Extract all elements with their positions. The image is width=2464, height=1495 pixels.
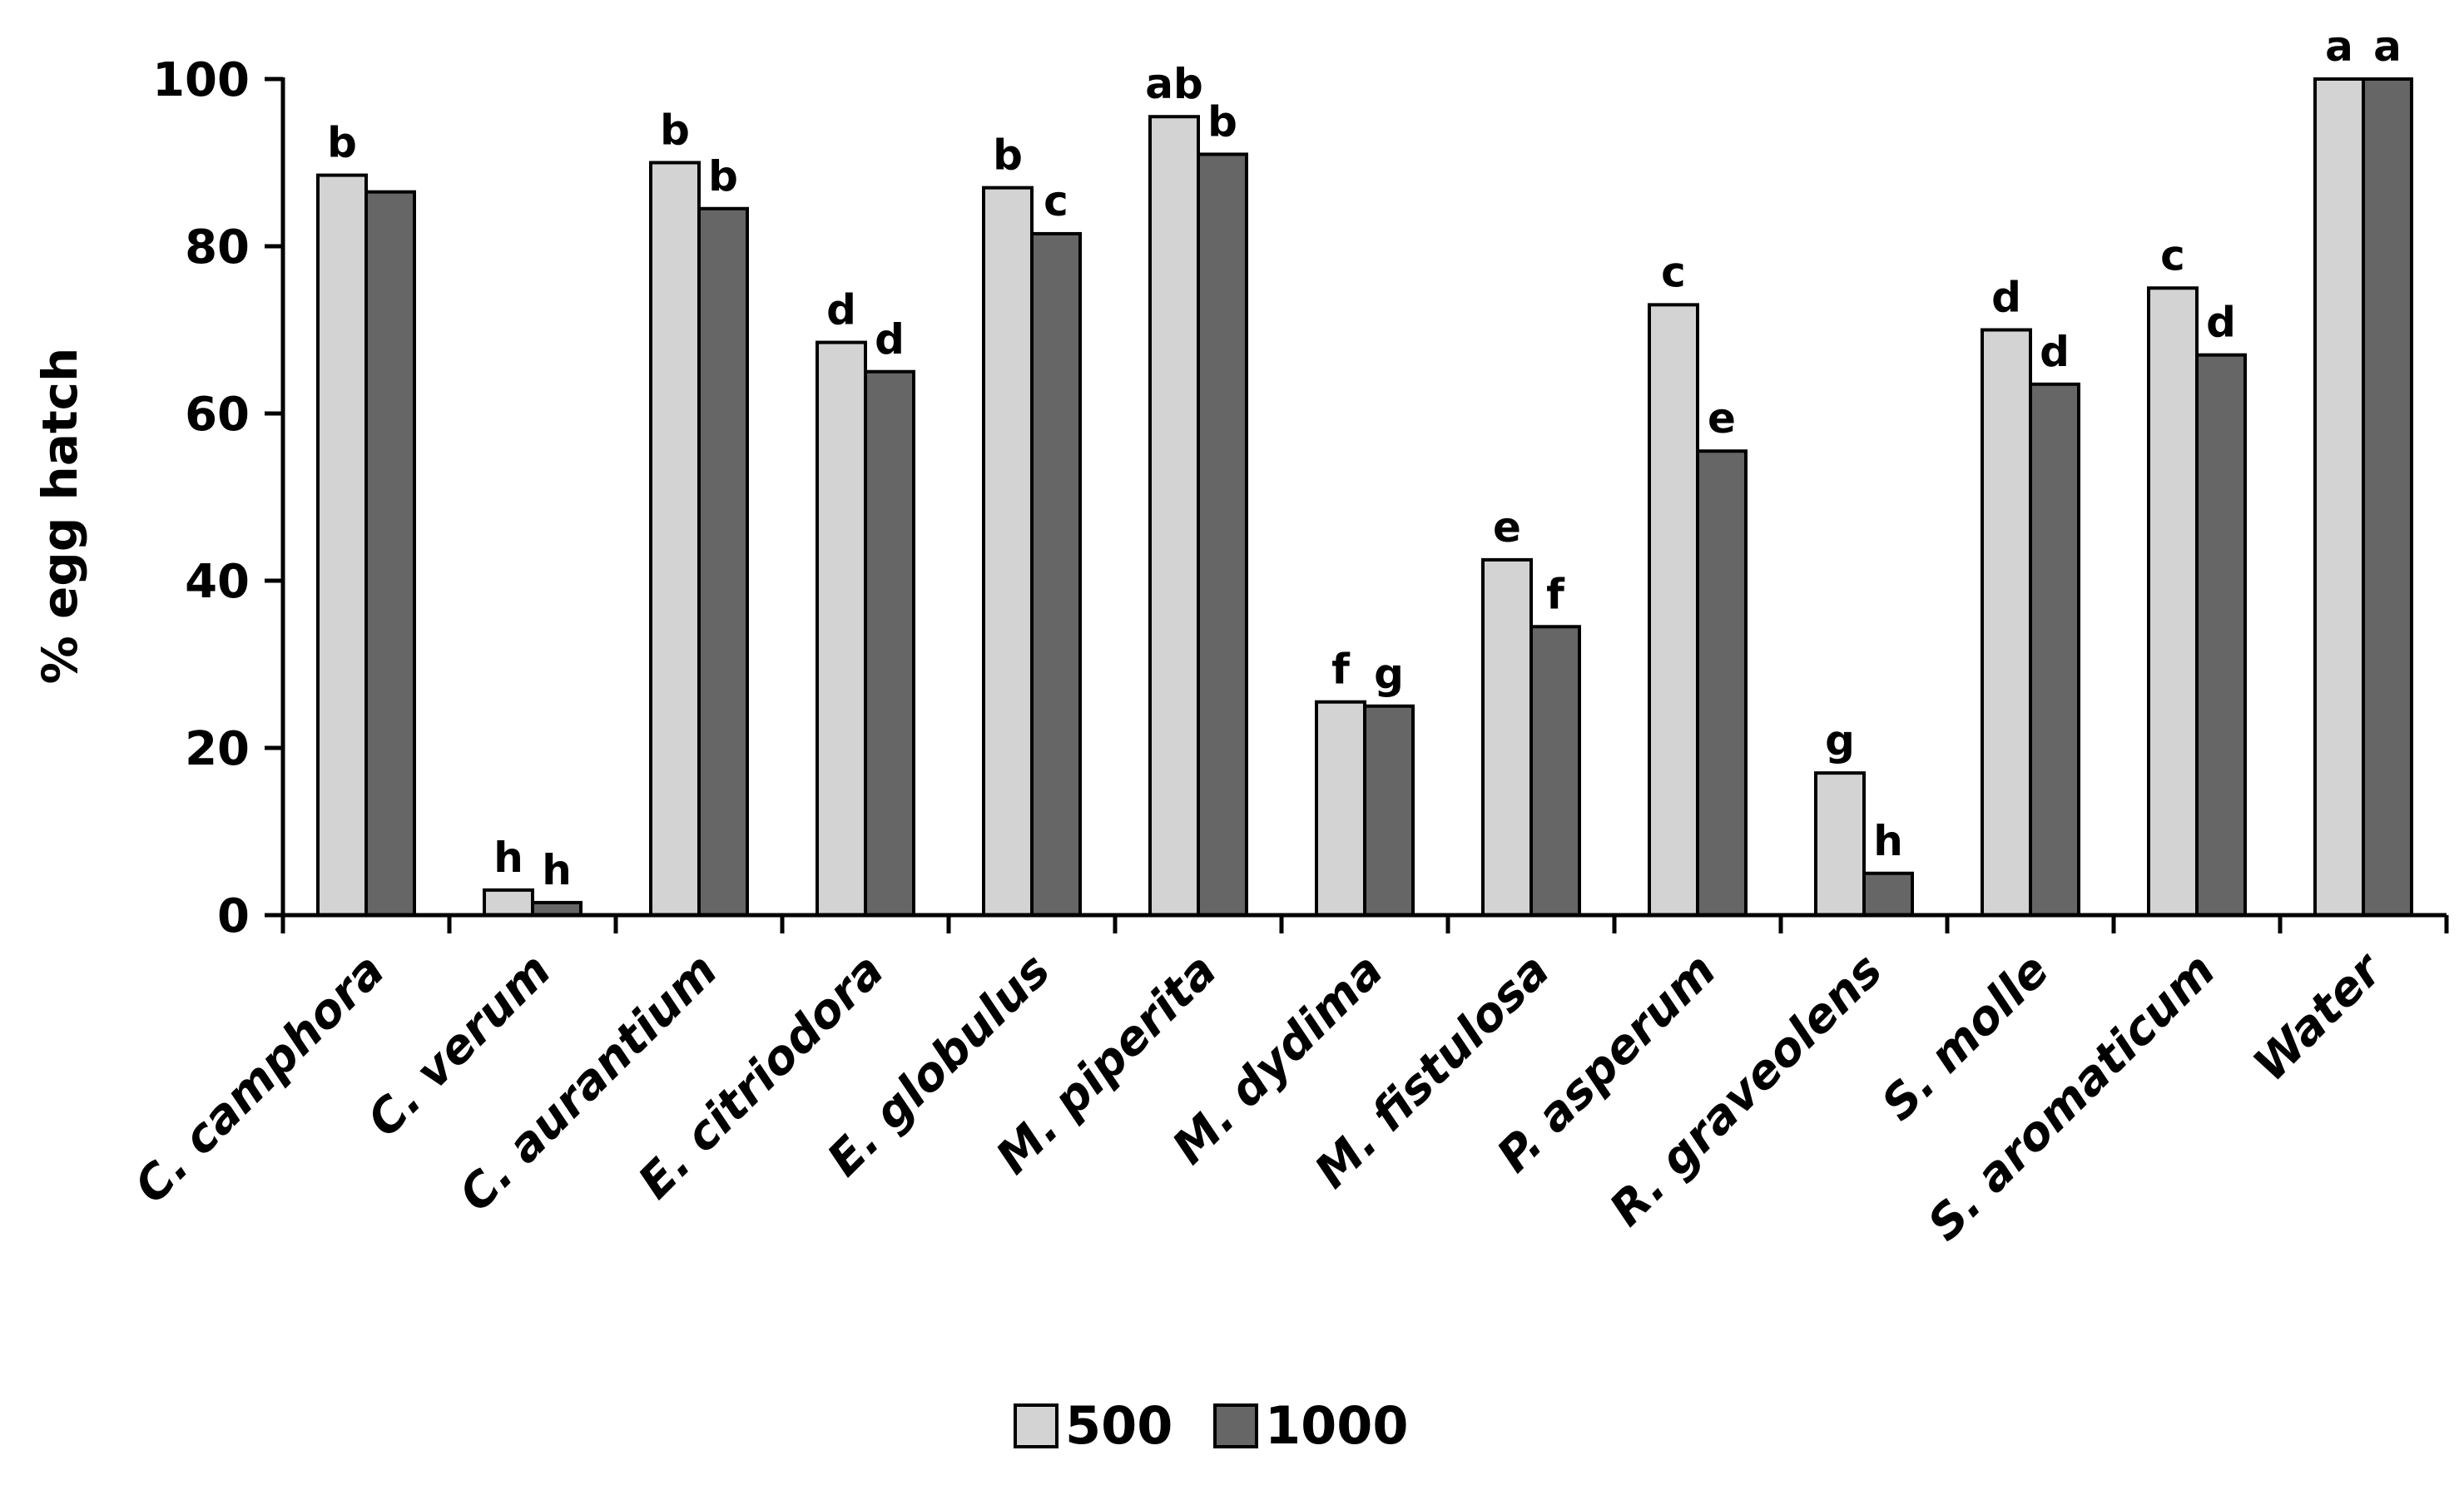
legend-swatch-500 bbox=[1014, 1403, 1058, 1448]
bar-m-fistulosa-1000 bbox=[1529, 625, 1581, 918]
legend-label-1000: 1000 bbox=[1265, 1395, 1409, 1456]
y-tick-label-40: 40 bbox=[185, 555, 250, 609]
bar-e-globulus-500 bbox=[982, 186, 1034, 917]
x-label-water: Water bbox=[2243, 942, 2394, 1092]
sig-label-r-graveolens-500: g bbox=[1825, 716, 1855, 765]
sig-label-e-citriodora-1000: d bbox=[875, 315, 905, 364]
bar-m-dydima-1000 bbox=[1363, 704, 1415, 917]
sig-label-c-aurantium-500: b bbox=[660, 106, 690, 155]
sig-label-m-dydima-1000: g bbox=[1374, 650, 1404, 698]
bars-group bbox=[316, 77, 2413, 918]
legend-swatch-1000 bbox=[1213, 1403, 1258, 1448]
sig-label-r-graveolens-1000: h bbox=[1873, 817, 1903, 865]
y-tick-label-100: 100 bbox=[152, 53, 250, 107]
bar-s-aromaticum-500 bbox=[2147, 286, 2199, 917]
sig-label-e-globulus-1000: c bbox=[1044, 177, 1068, 225]
sig-label-m-fistulosa-1000: f bbox=[1546, 570, 1565, 618]
sig-label-m-piperita-1000: b bbox=[1207, 97, 1237, 146]
bar-p-asperum-500 bbox=[1648, 303, 1699, 918]
bar-water-500 bbox=[2313, 77, 2365, 917]
y-tick-label-80: 80 bbox=[185, 220, 250, 275]
sig-label-m-piperita-500: ab bbox=[1145, 60, 1203, 108]
y-axis-label: % egg hatch bbox=[32, 348, 88, 685]
bar-p-asperum-1000 bbox=[1696, 449, 1748, 917]
bar-m-piperita-500 bbox=[1148, 115, 1200, 918]
x-label-s-aromaticum: S. aromaticum bbox=[1918, 943, 2226, 1251]
bar-s-molle-1000 bbox=[2029, 382, 2080, 917]
bar-e-citriodora-1000 bbox=[864, 369, 915, 917]
sig-label-s-aromaticum-1000: d bbox=[2206, 299, 2236, 347]
sig-label-s-molle-1000: d bbox=[2040, 328, 2070, 376]
bar-c-aurantium-500 bbox=[649, 161, 701, 917]
y-tick-label-0: 0 bbox=[217, 889, 250, 943]
bar-c-verum-500 bbox=[483, 888, 534, 917]
bar-m-dydima-500 bbox=[1315, 700, 1366, 917]
axes-group bbox=[265, 77, 2449, 933]
y-tick-label-60: 60 bbox=[185, 388, 250, 442]
sig-label-c-camphora-500: b bbox=[327, 119, 357, 167]
sig-label-p-asperum-500: c bbox=[1661, 248, 1686, 296]
bar-c-camphora-1000 bbox=[364, 190, 416, 918]
sig-label-s-molle-500: d bbox=[1991, 274, 2021, 322]
bar-m-fistulosa-500 bbox=[1481, 557, 1533, 917]
bar-s-molle-500 bbox=[1981, 328, 2032, 917]
sig-label-water-500: a bbox=[2325, 22, 2353, 71]
bar-e-citriodora-500 bbox=[816, 340, 867, 917]
legend: 500 1000 bbox=[1014, 1395, 1409, 1456]
sig-label-c-verum-500: h bbox=[493, 834, 523, 882]
bar-water-1000 bbox=[2362, 77, 2413, 917]
bar-r-graveolens-1000 bbox=[1862, 871, 1914, 917]
sig-label-m-fistulosa-500: e bbox=[1493, 503, 1521, 552]
legend-label-500: 500 bbox=[1065, 1395, 1173, 1456]
sig-label-c-verum-1000: h bbox=[542, 846, 572, 894]
x-label-c-camphora: C. camphora bbox=[125, 943, 395, 1214]
y-tick-label-20: 20 bbox=[185, 722, 250, 776]
sig-label-s-aromaticum-500: c bbox=[2160, 231, 2185, 280]
bar-s-aromaticum-1000 bbox=[2195, 353, 2247, 917]
bar-r-graveolens-500 bbox=[1814, 771, 1866, 918]
sig-label-e-globulus-500: b bbox=[993, 131, 1023, 180]
sig-label-c-aurantium-1000: b bbox=[708, 152, 738, 200]
sig-label-e-citriodora-500: d bbox=[826, 286, 856, 334]
bar-c-aurantium-1000 bbox=[697, 206, 749, 917]
sig-label-water-1000: a bbox=[2373, 22, 2402, 71]
y-tick-labels: 0 20 40 60 80 100 bbox=[152, 53, 250, 943]
sig-label-m-dydima-500: f bbox=[1331, 646, 1351, 694]
bar-e-globulus-1000 bbox=[1030, 231, 1082, 917]
bar-c-camphora-500 bbox=[316, 173, 368, 917]
sig-label-p-asperum-1000: e bbox=[1708, 394, 1736, 443]
bar-m-piperita-1000 bbox=[1197, 152, 1248, 917]
